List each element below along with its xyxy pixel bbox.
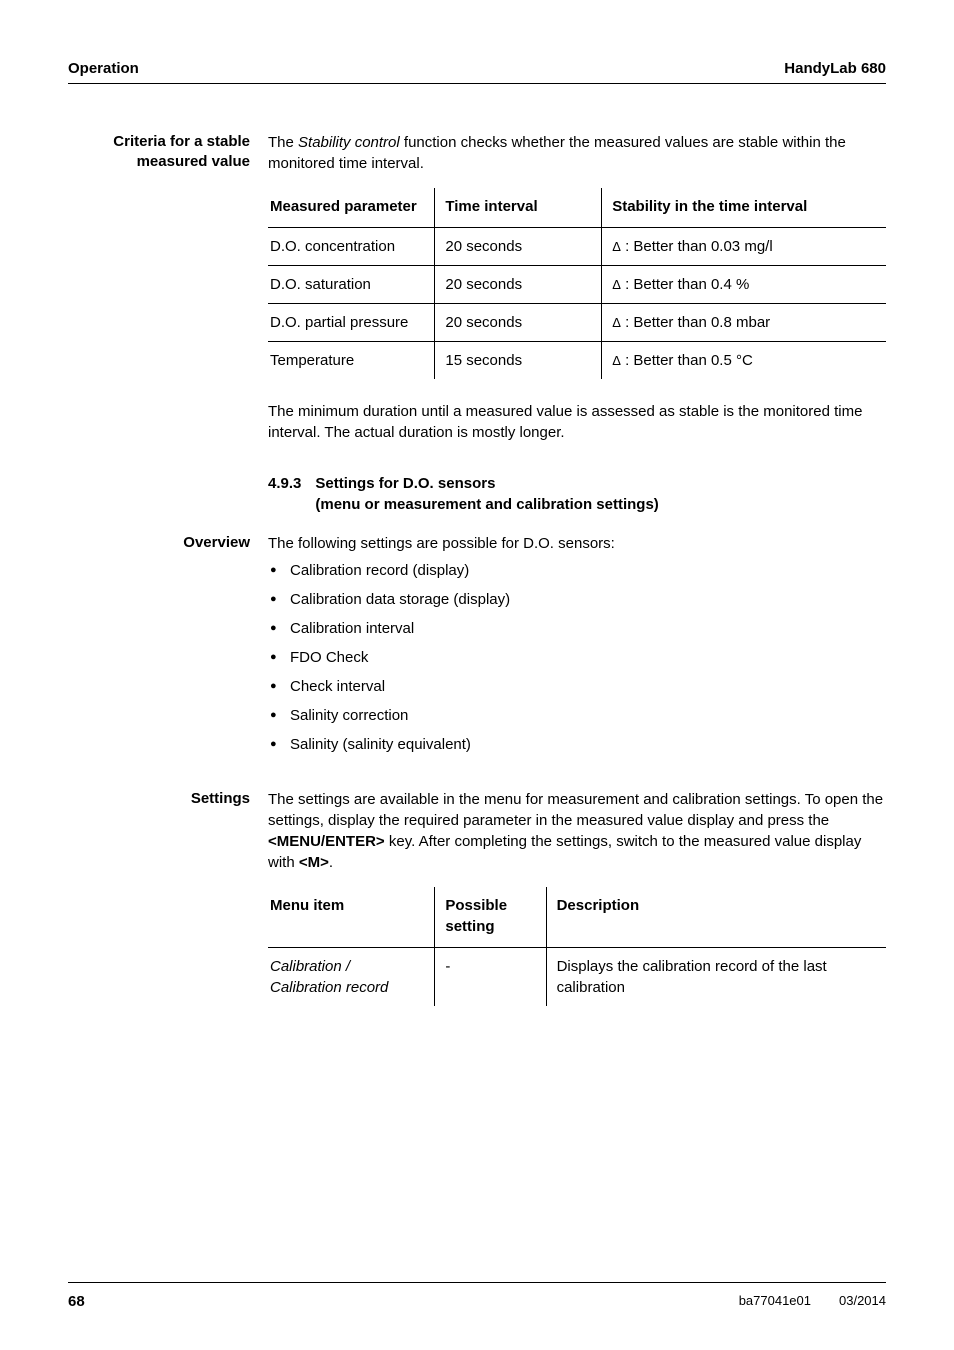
list-item: Check interval bbox=[268, 676, 886, 697]
table-row: D.O. concentration20 secondsΔ : Better t… bbox=[268, 228, 886, 266]
list-item: Calibration interval bbox=[268, 618, 886, 639]
t2-h0: Menu item bbox=[268, 887, 435, 948]
section-493: 4.9.3 Settings for D.O. sensors (menu or… bbox=[268, 473, 886, 515]
stability-table: Measured parameter Time interval Stabili… bbox=[268, 188, 886, 379]
t1-h2: Stability in the time interval bbox=[602, 188, 886, 228]
list-item: FDO Check bbox=[268, 647, 886, 668]
doc-date: 03/2014 bbox=[839, 1293, 886, 1310]
t2-h2: Description bbox=[546, 887, 886, 948]
t2-h1: Possible setting bbox=[435, 887, 546, 948]
table-row: Temperature15 secondsΔ : Better than 0.5… bbox=[268, 342, 886, 380]
list-item: Calibration record (display) bbox=[268, 560, 886, 581]
t1-h1: Time interval bbox=[435, 188, 602, 228]
list-item: Calibration data storage (display) bbox=[268, 589, 886, 610]
settings-table: Menu item Possible setting Description C… bbox=[268, 887, 886, 1006]
table-row: Calibration / Calibration record - Displ… bbox=[268, 948, 886, 1007]
t1-h0: Measured parameter bbox=[268, 188, 435, 228]
page-number: 68 bbox=[68, 1293, 85, 1310]
criteria-label: Criteria for a stable measured value bbox=[68, 132, 268, 173]
list-item: Salinity (salinity equivalent) bbox=[268, 734, 886, 755]
list-item: Salinity correction bbox=[268, 705, 886, 726]
page-footer: 68 ba77041e01 03/2014 bbox=[68, 1282, 886, 1310]
settings-label: Settings bbox=[68, 789, 268, 809]
table-row: D.O. partial pressure20 secondsΔ : Bette… bbox=[268, 304, 886, 342]
header-left: Operation bbox=[68, 60, 139, 77]
criteria-intro: The Stability control function checks wh… bbox=[268, 132, 886, 174]
doc-id: ba77041e01 bbox=[739, 1293, 811, 1310]
overview-intro: The following settings are possible for … bbox=[268, 533, 886, 554]
after-table1: The minimum duration until a measured va… bbox=[268, 401, 886, 443]
table-row: D.O. saturation20 secondsΔ : Better than… bbox=[268, 266, 886, 304]
overview-label: Overview bbox=[68, 533, 268, 553]
settings-para: The settings are available in the menu f… bbox=[268, 789, 886, 873]
header-right: HandyLab 680 bbox=[784, 60, 886, 77]
overview-list: Calibration record (display) Calibration … bbox=[268, 560, 886, 755]
